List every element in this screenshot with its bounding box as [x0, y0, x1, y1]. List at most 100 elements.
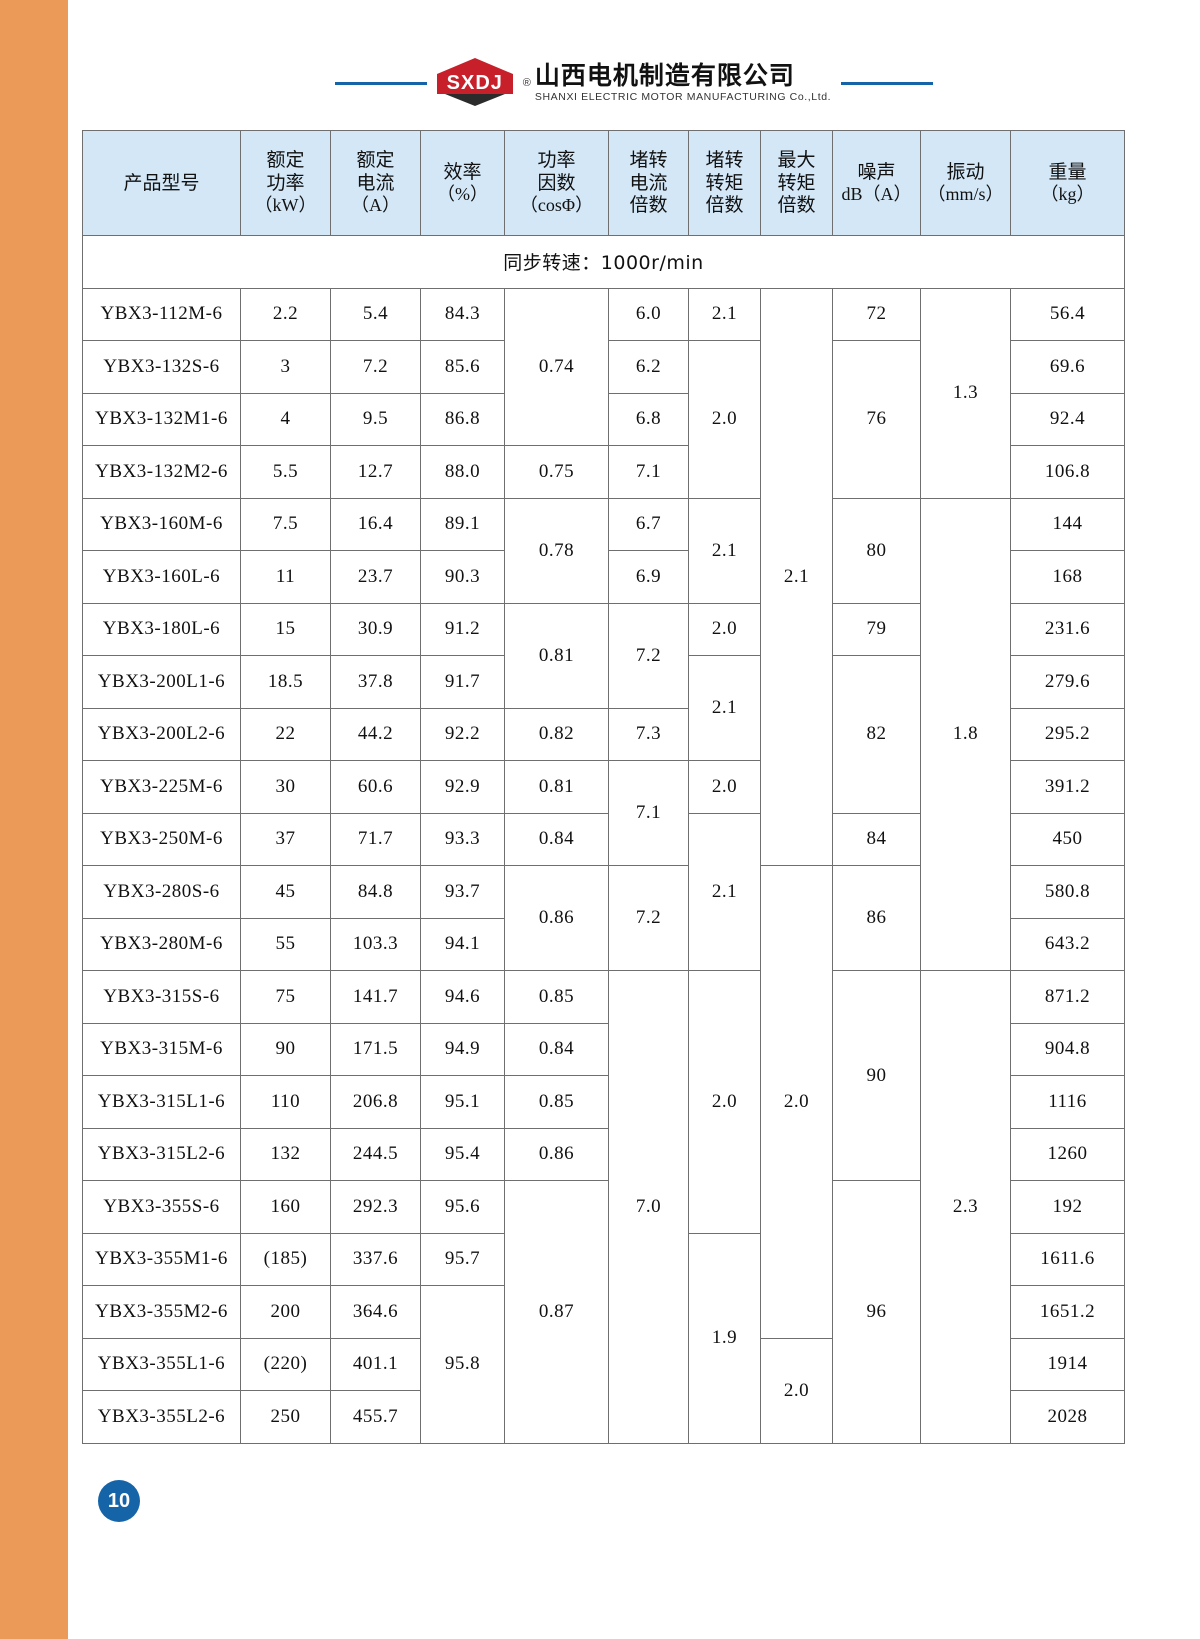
cell-model: YBX3-355S-6	[82, 1180, 241, 1234]
cell-rated-current: 244.5	[330, 1127, 421, 1181]
cell-rated-power: 132	[240, 1127, 331, 1181]
cell-locked-rotor-current: 7.3	[608, 707, 689, 761]
cell-rated-current: 71.7	[330, 812, 421, 866]
page-header: SXDJ ® 山西电机制造有限公司 SHANXI ELECTRIC MOTOR …	[68, 52, 1200, 114]
cell-efficiency: 86.8	[420, 392, 505, 446]
cell-model: YBX3-225M-6	[82, 760, 241, 814]
cell-weight: 580.8	[1010, 865, 1125, 919]
cell-efficiency: 90.3	[420, 550, 505, 604]
cell-rated-power: (220)	[240, 1337, 331, 1391]
cell-locked-rotor-torque: 2.0	[688, 602, 761, 656]
cell-weight: 1651.2	[1010, 1285, 1125, 1339]
cell-locked-rotor-current: 6.7	[608, 497, 689, 551]
cell-rated-current: 60.6	[330, 760, 421, 814]
header-rule-right	[841, 81, 934, 85]
cell-weight: 168	[1010, 550, 1125, 604]
cell-weight: 106.8	[1010, 445, 1125, 499]
cell-max-torque: 2.0	[760, 1337, 833, 1444]
table-row: YBX3-280S-6 45 84.8 93.7 0.86 7.2 2.0 86 580.8	[82, 865, 1125, 1339]
col-header-vibration: 振动 （mm/s）	[920, 130, 1011, 236]
table-row: YBX3-355L1-6 (220) 401.1 2.0 1914	[82, 1337, 1125, 1444]
cell-weight: 904.8	[1010, 1022, 1125, 1076]
cell-weight: 1914	[1010, 1337, 1125, 1391]
cell-power-factor: 0.86	[504, 1127, 609, 1181]
cell-vibration: 1.3	[920, 287, 1011, 499]
cell-efficiency: 93.7	[420, 865, 505, 919]
cell-rated-current: 16.4	[330, 497, 421, 551]
cell-rated-power: 3	[240, 340, 331, 394]
cell-rated-current: 37.8	[330, 655, 421, 709]
motor-spec-table: 产品型号 额定 功率 （kW） 额定 电流 （A） 效率 （%）	[82, 130, 1125, 1444]
cell-weight: 391.2	[1010, 760, 1125, 814]
cell-locked-rotor-current: 7.2	[608, 865, 689, 971]
cell-locked-rotor-torque: 2.0	[688, 340, 761, 499]
logo-text: SXDJ	[446, 72, 503, 94]
cell-model: YBX3-280S-6	[82, 865, 241, 919]
cell-noise: 86	[832, 865, 921, 971]
cell-efficiency: 85.6	[420, 340, 505, 394]
cell-efficiency: 92.2	[420, 707, 505, 761]
cell-rated-power: 45	[240, 865, 331, 919]
cell-rated-power: 160	[240, 1180, 331, 1234]
cell-rated-current: 401.1	[330, 1337, 421, 1391]
table-row: YBX3-225M-6 30 60.6 92.9 0.81 7.1 2.0 391.2	[82, 760, 1125, 866]
cell-rated-power: 7.5	[240, 497, 331, 551]
cell-model: YBX3-355M1-6	[82, 1232, 241, 1286]
cell-power-factor: 0.75	[504, 445, 609, 499]
cell-locked-rotor-torque: 2.1	[688, 497, 761, 604]
cell-model: YBX3-132M2-6	[82, 445, 241, 499]
cell-model: YBX3-315S-6	[82, 970, 241, 1024]
cell-locked-rotor-current: 7.1	[608, 760, 689, 866]
cell-rated-current: 103.3	[330, 917, 421, 971]
cell-locked-rotor-current: 6.8	[608, 392, 689, 446]
cell-power-factor: 0.81	[504, 602, 609, 709]
table-row: YBX3-315M-6 90 171.5 94.9 0.84 904.8	[82, 1022, 1125, 1076]
cell-model: YBX3-180L-6	[82, 602, 241, 656]
cell-rated-current: 7.2	[330, 340, 421, 394]
cell-rated-power: 4	[240, 392, 331, 446]
cell-rated-power: 250	[240, 1390, 331, 1444]
cell-rated-current: 9.5	[330, 392, 421, 446]
cell-rated-power: 55	[240, 917, 331, 971]
col-header-model: 产品型号	[82, 130, 241, 236]
cell-model: YBX3-132M1-6	[82, 392, 241, 446]
cell-weight: 231.6	[1010, 602, 1125, 656]
sxdj-logo-icon: SXDJ	[436, 58, 513, 108]
left-accent-bar	[0, 0, 68, 1639]
table-row: YBX3-315L1-6 110 206.8 95.1 0.85 1116	[82, 1075, 1125, 1129]
cell-rated-current: 5.4	[330, 287, 421, 341]
cell-model: YBX3-132S-6	[82, 340, 241, 394]
cell-locked-rotor-torque: 2.0	[688, 760, 761, 814]
cell-power-factor: 0.84	[504, 812, 609, 866]
cell-rated-power: (185)	[240, 1232, 331, 1286]
cell-rated-power: 75	[240, 970, 331, 1024]
cell-efficiency: 93.3	[420, 812, 505, 866]
cell-efficiency: 89.1	[420, 497, 505, 551]
cell-efficiency: 94.9	[420, 1022, 505, 1076]
cell-weight: 295.2	[1010, 707, 1125, 761]
cell-noise: 76	[832, 340, 921, 499]
cell-weight: 192	[1010, 1180, 1125, 1234]
cell-power-factor: 0.74	[504, 287, 609, 446]
col-header-power-factor: 功率 因数 （cosΦ）	[504, 130, 609, 236]
cell-max-torque: 2.1	[760, 287, 833, 866]
section-label-row: 同步转速：1000r/min	[82, 235, 1125, 289]
cell-locked-rotor-torque: 2.1	[688, 287, 761, 341]
cell-weight: 2028	[1010, 1390, 1125, 1444]
cell-power-factor: 0.85	[504, 970, 609, 1024]
cell-weight: 56.4	[1010, 287, 1125, 341]
table-row: YBX3-132M2-6 5.5 12.7 88.0 0.75 7.1 106.8	[82, 445, 1125, 499]
cell-power-factor: 0.81	[504, 760, 609, 814]
cell-power-factor: 0.87	[504, 1180, 609, 1444]
cell-max-torque: 2.0	[760, 865, 833, 1339]
page-body: SXDJ ® 山西电机制造有限公司 SHANXI ELECTRIC MOTOR …	[68, 0, 1200, 1639]
cell-efficiency: 88.0	[420, 445, 505, 499]
table-row: YBX3-132S-6 3 7.2 85.6 6.2 2.0 76 69.6	[82, 340, 1125, 499]
table-row: YBX3-315S-6 75 141.7 94.6 0.85 7.0 2.0 90 2.3 871…	[82, 970, 1125, 1444]
table-row: YBX3-180L-6 15 30.9 91.2 0.81 7.2 2.0 79 231.6	[82, 602, 1125, 709]
cell-efficiency: 95.1	[420, 1075, 505, 1129]
company-name-en: SHANXI ELECTRIC MOTOR MANUFACTURING Co.,…	[534, 91, 832, 104]
col-header-locked-rotor-torque: 堵转 转矩 倍数	[688, 130, 761, 236]
cell-rated-current: 141.7	[330, 970, 421, 1024]
cell-model: YBX3-355L2-6	[82, 1390, 241, 1444]
